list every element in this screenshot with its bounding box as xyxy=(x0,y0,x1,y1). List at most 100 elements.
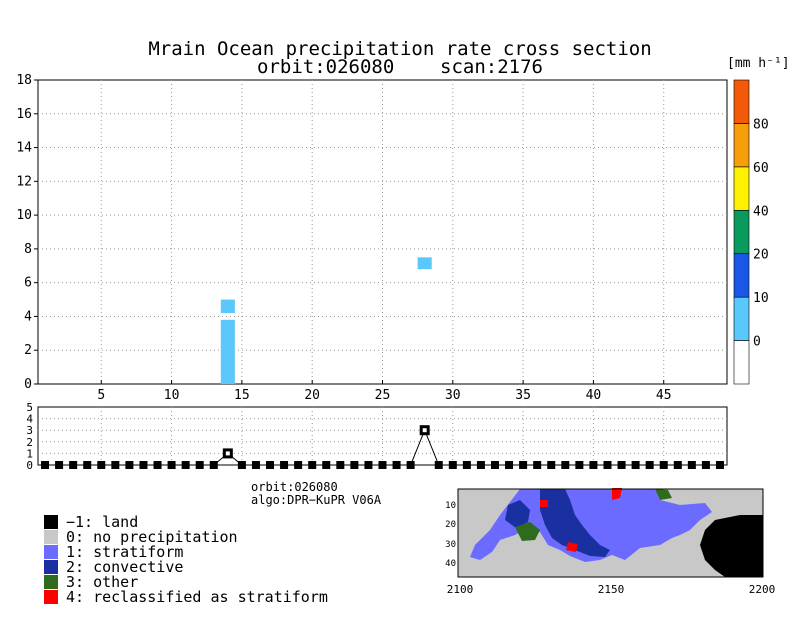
map-convective-patch xyxy=(505,500,530,528)
main-panel-cells xyxy=(220,257,432,384)
type-marker xyxy=(83,461,92,469)
type-marker xyxy=(673,461,682,469)
legend-label: 2: convective xyxy=(66,558,183,576)
type-marker-raised-inner xyxy=(225,451,230,456)
algo-info: algo:DPR−KuPR V06A xyxy=(251,493,382,507)
map-other-patch-2 xyxy=(655,489,672,500)
colorbar-box xyxy=(733,79,750,124)
type-marker xyxy=(589,461,598,469)
main-x-tick-label: 45 xyxy=(656,388,672,403)
main-y-tick-label: 4 xyxy=(24,309,32,324)
type-marker xyxy=(308,461,317,469)
type-marker xyxy=(462,461,471,469)
type-marker xyxy=(364,461,373,469)
type-marker xyxy=(209,461,218,469)
type-marker xyxy=(251,461,260,469)
precip-cell xyxy=(220,299,235,314)
map-frame xyxy=(457,488,764,578)
precip-cell xyxy=(417,257,432,270)
map-other-patch xyxy=(515,522,540,541)
type-y-tick-label: 4 xyxy=(26,413,33,426)
colorbar-box xyxy=(733,209,750,255)
map-stratiform-region xyxy=(470,488,712,562)
type-marker xyxy=(547,461,556,469)
type-marker xyxy=(519,461,528,469)
type-y-tick-label: 5 xyxy=(26,401,33,414)
main-x-tick-label: 30 xyxy=(445,388,461,403)
colorbar-box xyxy=(733,166,750,211)
type-marker xyxy=(181,461,190,469)
main-y-tick-label: 14 xyxy=(16,141,32,156)
chart-subtitle: orbit:026080 scan:2176 xyxy=(257,56,543,78)
type-panel-marks xyxy=(41,425,724,469)
legend-label: 4: reclassified as stratiform xyxy=(66,588,328,606)
type-marker xyxy=(111,461,120,469)
colorbar-tick-label: 20 xyxy=(753,248,769,263)
main-y-tick-label: 6 xyxy=(24,276,32,291)
colorbar-tick-label: 80 xyxy=(753,117,769,132)
type-marker xyxy=(603,461,612,469)
type-marker xyxy=(434,461,443,469)
type-marker xyxy=(153,461,162,469)
type-marker xyxy=(195,461,204,469)
main-x-tick-label: 20 xyxy=(304,388,320,403)
type-marker xyxy=(167,461,176,469)
type-marker xyxy=(41,461,50,469)
map-y-tick: 20 xyxy=(445,520,456,530)
type-marker xyxy=(575,461,584,469)
colorbar-tick-label: 10 xyxy=(753,291,769,306)
map-reclassified-patch xyxy=(612,488,622,500)
type-marker xyxy=(322,461,331,469)
type-marker xyxy=(406,461,415,469)
main-x-tick-label: 15 xyxy=(234,388,250,403)
main-panel-x-ticks: 5 10 15 20 25 30 35 40 45 xyxy=(97,380,672,403)
main-panel: 0 2 4 6 8 10 12 14 16 18 5 10 15 20 25 30 35 40 45 xyxy=(16,73,728,403)
type-marker xyxy=(294,461,303,469)
type-marker xyxy=(490,461,499,469)
legend-swatch xyxy=(44,515,58,529)
main-x-tick-label: 5 xyxy=(97,388,105,403)
main-y-tick-label: 2 xyxy=(24,343,32,358)
colorbar-tick-label: 0 xyxy=(753,335,761,350)
type-marker xyxy=(701,461,710,469)
swath-map: 10 20 30 40 2100 2150 2200 xyxy=(445,488,775,596)
colorbar-labels: 0 10 20 40 60 80 xyxy=(753,117,769,349)
legend-swatch xyxy=(44,560,58,574)
colorbar-tick-label: 40 xyxy=(753,204,769,219)
colorbar: [mm h⁻¹] 0 10 20 40 60 80 xyxy=(727,56,790,385)
legend-label: 1: stratiform xyxy=(66,543,183,561)
main-panel-y-ticks: 0 2 4 6 8 10 12 14 16 18 xyxy=(16,73,38,392)
map-stratiform-blob-main xyxy=(470,489,712,562)
map-land-region xyxy=(700,515,763,577)
legend-label: 0: no precipitation xyxy=(66,528,238,546)
type-y-tick-label: 1 xyxy=(26,447,33,460)
map-x-tick: 2100 xyxy=(447,583,474,596)
type-y-tick-label: 3 xyxy=(26,424,33,437)
main-y-tick-label: 12 xyxy=(16,174,32,189)
map-reclassified-patch-2 xyxy=(566,542,578,552)
colorbar-box xyxy=(733,340,750,385)
type-marker xyxy=(280,461,289,469)
type-marker xyxy=(97,461,106,469)
type-marker xyxy=(631,461,640,469)
orbit-info: orbit:026080 xyxy=(251,480,338,494)
colorbar-boxes xyxy=(733,79,750,385)
type-marker xyxy=(617,461,626,469)
colorbar-box xyxy=(733,123,750,168)
precip-cell xyxy=(220,319,235,384)
map-reclassified-patch-3 xyxy=(540,500,548,507)
type-marker xyxy=(533,461,542,469)
main-y-tick-label: 18 xyxy=(16,73,32,88)
main-x-tick-label: 10 xyxy=(164,388,180,403)
legend-swatch xyxy=(44,575,58,589)
colorbar-tick-label: 60 xyxy=(753,161,769,176)
type-marker xyxy=(715,461,724,469)
type-marker xyxy=(336,461,345,469)
type-marker xyxy=(55,461,64,469)
colorbar-unit-label: [mm h⁻¹] xyxy=(727,56,790,71)
main-y-tick-label: 8 xyxy=(24,242,32,257)
colorbar-box xyxy=(733,296,750,341)
